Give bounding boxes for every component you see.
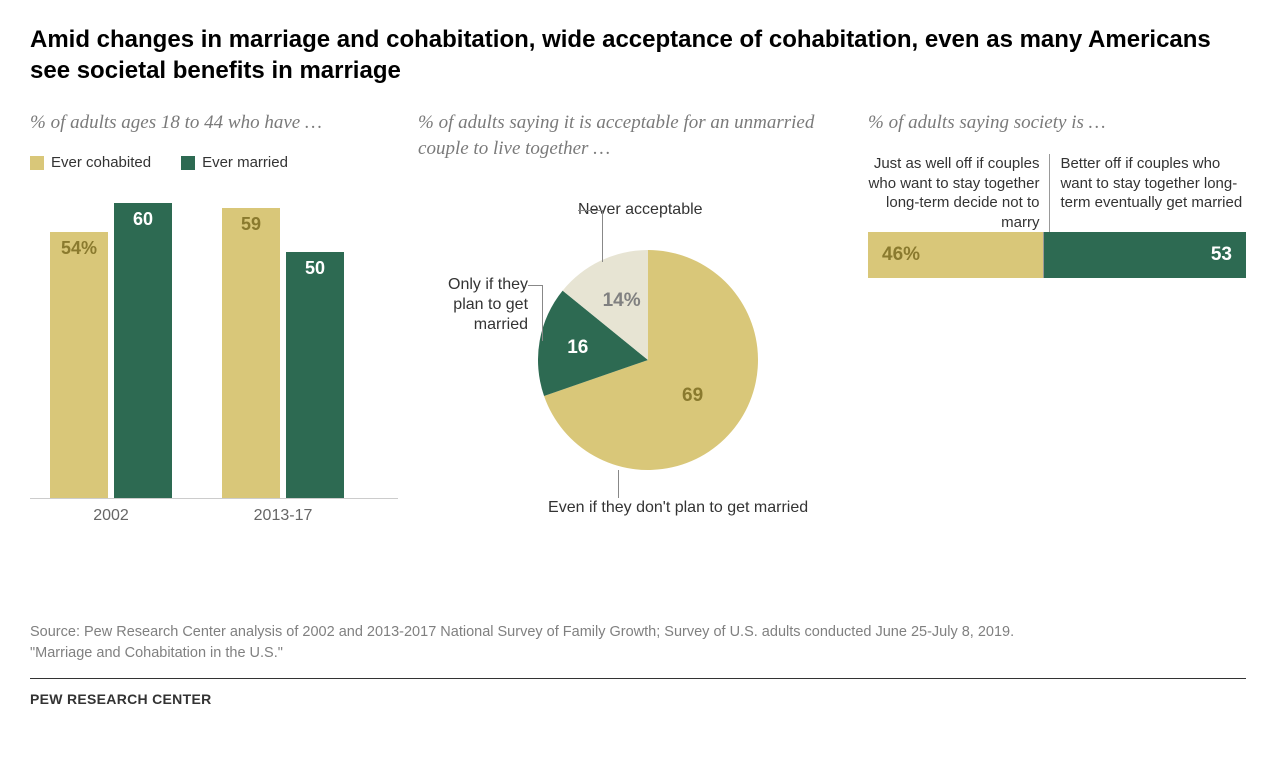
panel-bar-chart: % of adults ages 18 to 44 who have … Eve…: [30, 110, 398, 600]
pie-leader-even_if: [618, 470, 619, 498]
bar-value-label: 50: [286, 258, 344, 279]
pie-label-even_if: Even if they don't plan to get married: [548, 498, 848, 518]
bar-value-label: 54%: [50, 238, 108, 259]
footer-divider: [30, 678, 1246, 679]
bar-group: 54% 60: [50, 203, 172, 498]
bar-value-label: 59: [222, 214, 280, 235]
bar-area: 54% 60 59 50: [30, 179, 398, 499]
legend-married: Ever married: [181, 154, 288, 171]
legend-cohabited: Ever cohabited: [30, 154, 151, 171]
stacked-bar: 46%53: [868, 232, 1246, 278]
stacked-subtitle: % of adults saying society is …: [868, 110, 1246, 136]
hbar-left: 46%: [868, 232, 1043, 278]
pie-value-never: 14%: [603, 290, 641, 312]
bar-cohabited: 54%: [50, 232, 108, 498]
pie-svg: [538, 250, 758, 470]
pie-value-even_if: 69: [682, 385, 703, 407]
footer-note: "Marriage and Cohabitation in the U.S.": [30, 643, 1246, 664]
swatch-teal: [181, 156, 195, 170]
page-title: Amid changes in marriage and cohabitatio…: [30, 24, 1246, 86]
pie-leader-never-v: [602, 210, 603, 263]
swatch-gold: [30, 156, 44, 170]
panel-stacked-bar: % of adults saying society is … Just as …: [868, 110, 1246, 600]
bar-cohabited: 59: [222, 208, 280, 498]
stacked-label-right: Better off if couples who want to stay t…: [1049, 154, 1246, 232]
charts-row: % of adults ages 18 to 44 who have … Eve…: [30, 110, 1246, 600]
x-label-1: 2013-17: [222, 507, 344, 525]
pie-subtitle: % of adults saying it is acceptable for …: [418, 110, 848, 161]
pie-value-only_if: 16: [567, 337, 588, 359]
pie-label-only_if: Only if they plan to get married: [418, 275, 528, 335]
legend-cohabited-label: Ever cohabited: [51, 154, 151, 171]
bar-legend: Ever cohabited Ever married: [30, 154, 398, 171]
bar-value-label: 60: [114, 209, 172, 230]
bar-subtitle: % of adults ages 18 to 44 who have …: [30, 110, 398, 136]
pie-leader-only_if: [528, 285, 542, 286]
pie-wrap: 691614%Never acceptableOnly if they plan…: [418, 180, 848, 570]
x-label-0: 2002: [50, 507, 172, 525]
bar-x-labels: 2002 2013-17: [30, 507, 398, 525]
footer-brand: PEW RESEARCH CENTER: [30, 689, 1246, 709]
bar-married: 50: [286, 252, 344, 498]
footer-source: Source: Pew Research Center analysis of …: [30, 622, 1246, 643]
pie-leader-only_if-v: [542, 285, 543, 341]
bar-group: 59 50: [222, 208, 344, 498]
stacked-label-left: Just as well off if couples who want to …: [868, 154, 1049, 232]
hbar-right: 53: [1044, 232, 1246, 278]
panel-pie-chart: % of adults saying it is acceptable for …: [418, 110, 848, 600]
legend-married-label: Ever married: [202, 154, 288, 171]
stacked-headers: Just as well off if couples who want to …: [868, 154, 1246, 232]
bar-married: 60: [114, 203, 172, 498]
footer: Source: Pew Research Center analysis of …: [30, 622, 1246, 709]
pie-leader-never: [578, 210, 602, 211]
